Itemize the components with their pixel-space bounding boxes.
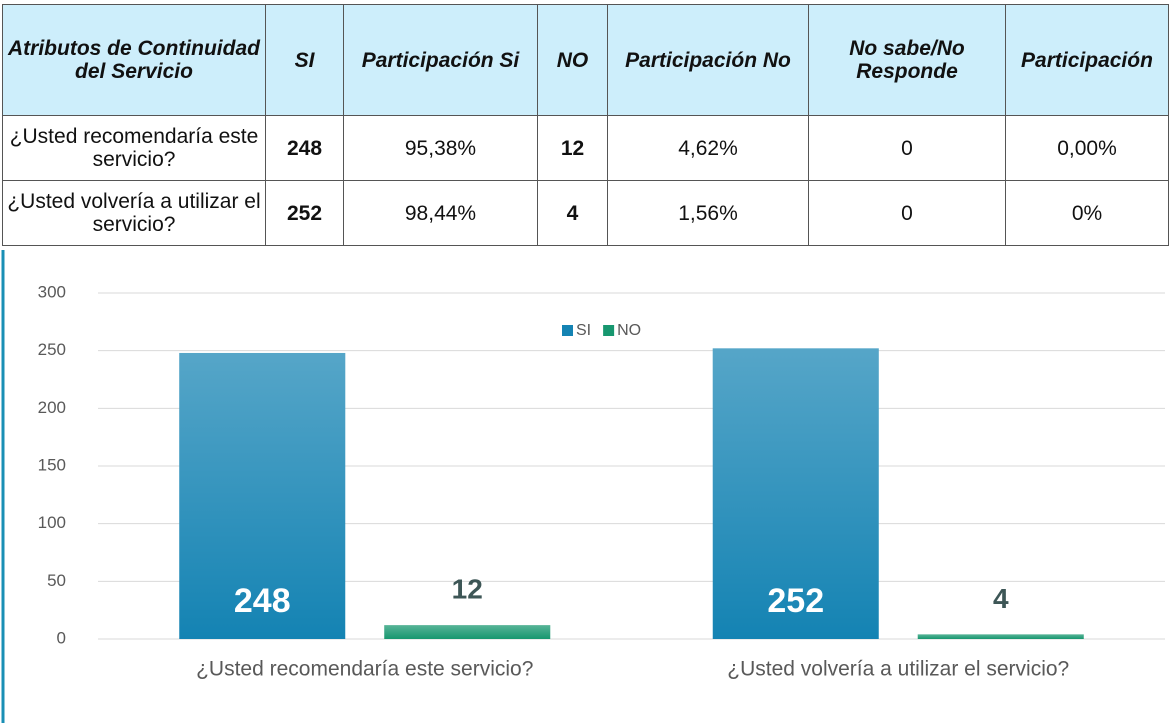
bar-shine bbox=[712, 348, 879, 639]
table-body: ¿Usted recomendaría este servicio? 248 95,… bbox=[2, 115, 1169, 246]
legend-swatch bbox=[562, 325, 573, 336]
x-tick-label: ¿Usted recomendaría este servicio? bbox=[196, 658, 533, 681]
table-cell: 95,38% bbox=[343, 115, 538, 181]
header-cell: Atributos de Continuidad del Servicio bbox=[2, 4, 266, 116]
y-tick-label: 250 bbox=[38, 340, 66, 359]
y-tick-label: 100 bbox=[38, 513, 66, 532]
bar-shine bbox=[917, 634, 1084, 639]
y-tick-label: 200 bbox=[38, 398, 66, 417]
chart: 0 50 100 150 200 250 300 ¿Usted recomendaría es… bbox=[1, 250, 1165, 723]
table-cell: ¿Usted volvería a utilizar el servicio? bbox=[2, 180, 266, 246]
table-cell: 12 bbox=[537, 115, 608, 181]
header-cell: Participación No bbox=[607, 4, 809, 116]
legend-label: SI bbox=[576, 322, 591, 339]
bar-shine bbox=[179, 352, 346, 639]
y-tick-label: 50 bbox=[47, 571, 66, 590]
legend-swatch bbox=[603, 325, 615, 336]
table-cell: 1,56% bbox=[607, 180, 809, 246]
table-row: ¿Usted volvería a utilizar el servicio? 2… bbox=[2, 180, 1169, 246]
header-cell: Participación Si bbox=[343, 4, 538, 116]
table-cell: 0% bbox=[1005, 180, 1169, 246]
legend-label: NO bbox=[617, 322, 641, 339]
header-cell: No sabe/No Responde bbox=[808, 4, 1006, 116]
table-cell: 252 bbox=[265, 180, 344, 246]
y-tick-label: 300 bbox=[38, 282, 66, 301]
header-row: Atributos de Continuidad del Servicio SI P… bbox=[2, 4, 1169, 116]
bar-shine bbox=[384, 625, 551, 639]
header-cell: NO bbox=[537, 4, 608, 116]
table-cell: ¿Usted recomendaría este servicio? bbox=[2, 115, 266, 181]
y-tick-label: 150 bbox=[38, 455, 66, 474]
data-label: 4 bbox=[993, 583, 1009, 614]
header-cell: Participación bbox=[1005, 4, 1169, 116]
table-cell: 0 bbox=[808, 115, 1006, 181]
table-cell: 0,00% bbox=[1005, 115, 1169, 181]
table-row: ¿Usted recomendaría este servicio? 248 95,… bbox=[2, 115, 1169, 181]
y-tick-label: 0 bbox=[57, 628, 66, 647]
data-label: 252 bbox=[767, 582, 824, 620]
table-cell: 4,62% bbox=[607, 115, 809, 181]
table-cell: 4 bbox=[537, 180, 608, 246]
x-tick-label: ¿Usted volvería a utilizar el servicio? bbox=[727, 658, 1069, 681]
table-cell: 248 bbox=[265, 115, 344, 181]
header-cell: SI bbox=[265, 4, 344, 116]
data-label: 12 bbox=[452, 574, 483, 605]
data-label: 248 bbox=[234, 582, 291, 620]
table-cell: 98,44% bbox=[343, 180, 538, 246]
table-cell: 0 bbox=[808, 180, 1006, 246]
data-table: Atributos de Continuidad del Servicio SI P… bbox=[2, 4, 1169, 246]
